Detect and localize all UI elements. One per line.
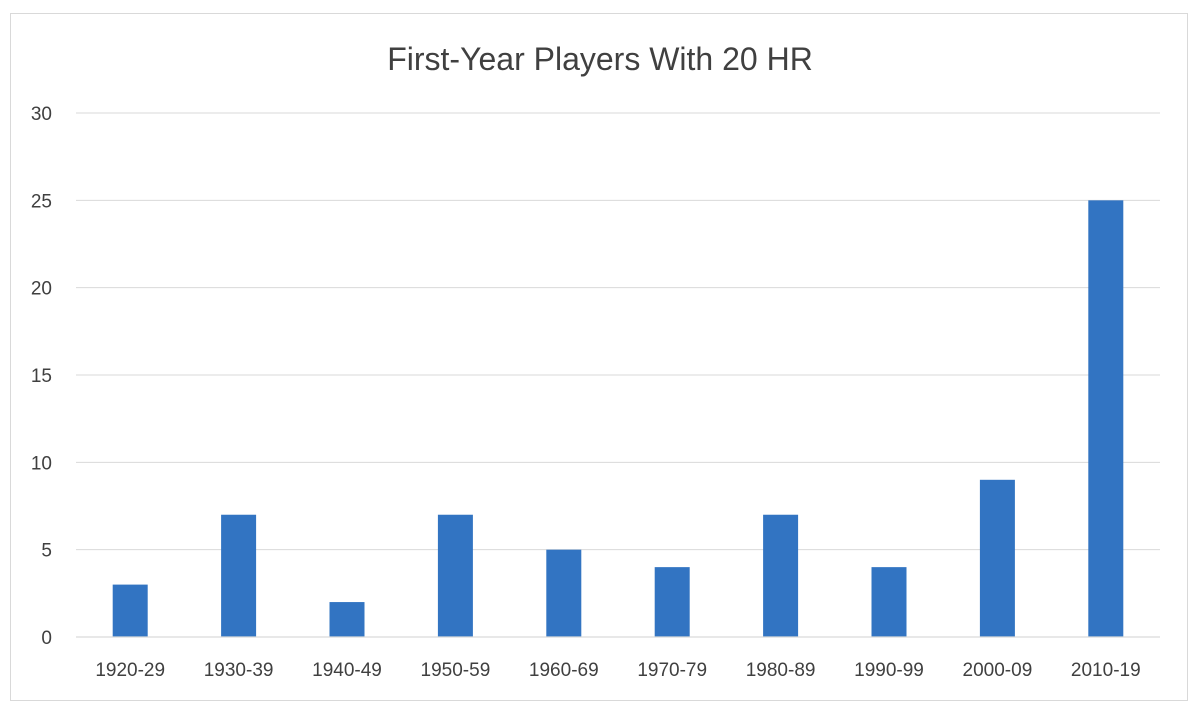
gridlines xyxy=(76,112,1160,551)
x-axis-tick-labels: 1920-29 1930-39 1940-49 1950-59 1960-69 1970-… xyxy=(95,660,1140,681)
y-tick-label: 15 xyxy=(31,366,52,387)
x-tick-label: 1940-49 xyxy=(312,660,382,681)
x-tick-label: 1990-99 xyxy=(854,660,924,681)
y-tick-label: 25 xyxy=(31,191,52,212)
x-tick-label: 1930-39 xyxy=(204,660,274,681)
x-tick-label: 2010-19 xyxy=(1071,660,1141,681)
bar-1930-39 xyxy=(221,514,257,637)
bar-1980-89 xyxy=(763,514,799,637)
y-tick-label: 0 xyxy=(41,628,52,649)
y-tick-label: 10 xyxy=(31,453,52,474)
x-tick-label: 1950-59 xyxy=(421,660,491,681)
bar-2010-19 xyxy=(1088,200,1124,638)
bar-1970-79 xyxy=(654,567,690,637)
x-tick-label: 1920-29 xyxy=(95,660,165,681)
bar-1990-99 xyxy=(871,567,907,637)
y-tick-label: 5 xyxy=(41,541,52,562)
y-tick-label: 20 xyxy=(31,279,52,300)
y-axis-tick-labels: 0 5 10 15 20 25 30 xyxy=(31,104,52,649)
x-tick-label: 1960-69 xyxy=(529,660,599,681)
bars xyxy=(112,200,1124,638)
x-tick-label: 1980-89 xyxy=(746,660,816,681)
bar-2000-09 xyxy=(979,479,1015,637)
chart-title: First-Year Players With 20 HR xyxy=(387,41,813,77)
bar-1960-69 xyxy=(546,549,582,637)
bar-1940-49 xyxy=(329,602,365,637)
bar-1950-59 xyxy=(437,514,473,637)
x-tick-label: 1970-79 xyxy=(637,660,707,681)
x-tick-label: 2000-09 xyxy=(963,660,1033,681)
bar-1920-29 xyxy=(112,584,148,637)
y-tick-label: 30 xyxy=(31,104,52,125)
